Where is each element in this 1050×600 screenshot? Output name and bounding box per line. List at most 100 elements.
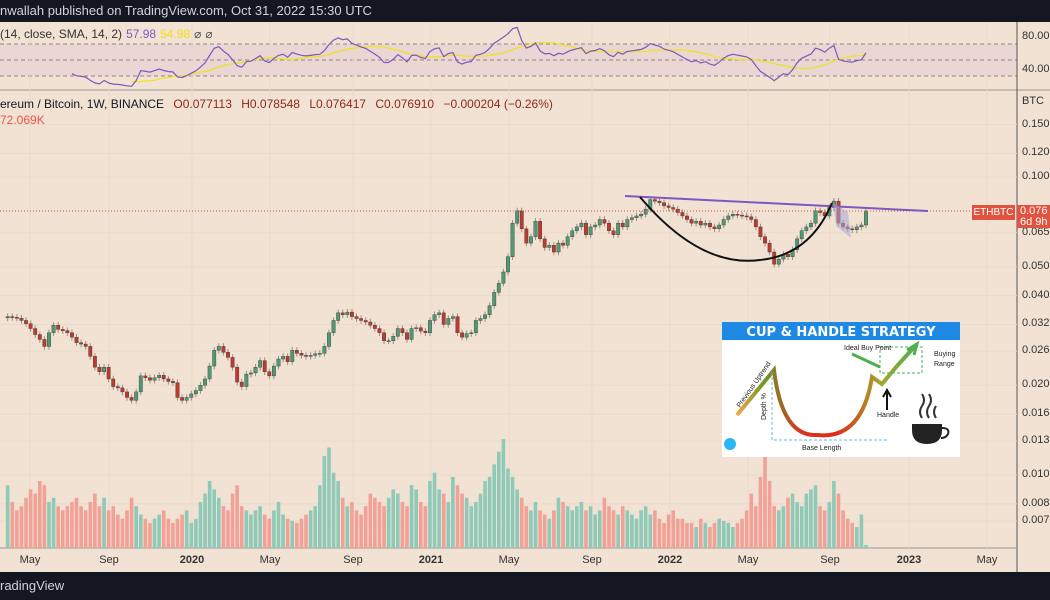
volume-bar	[744, 510, 749, 548]
volume-bar	[501, 439, 506, 548]
volume-bar	[602, 497, 607, 548]
candle	[19, 317, 24, 321]
candle	[510, 222, 515, 257]
last-price-tag: 0.076 6d 9h	[1017, 205, 1050, 228]
candle	[171, 381, 175, 383]
volume-bar	[786, 497, 790, 548]
hidden-icon[interactable]: ⌀	[205, 27, 213, 41]
candle	[763, 236, 767, 244]
candle	[345, 311, 350, 315]
volume-bar	[767, 481, 772, 548]
candle	[652, 199, 657, 202]
rsi-line	[71, 26, 867, 87]
volume-bar	[708, 527, 712, 548]
candle	[446, 318, 451, 325]
candle	[418, 327, 423, 332]
volume-bar	[74, 497, 79, 548]
volume-bar	[83, 510, 88, 548]
candle	[198, 385, 203, 391]
candle	[235, 366, 240, 383]
volume-bar	[79, 506, 83, 548]
time-tick-label: Sep	[343, 554, 363, 566]
volume-bar	[850, 522, 855, 548]
volume-bar	[822, 510, 827, 548]
candle	[519, 210, 524, 230]
symbol-tag: ETHBTC	[972, 205, 1015, 220]
label-depth: Depth %	[761, 393, 768, 420]
volume-bar	[680, 518, 685, 548]
volume-bar	[524, 506, 529, 548]
time-tick-label: May	[19, 554, 41, 566]
candle	[602, 219, 607, 224]
volume-bar	[299, 518, 304, 548]
volume-bar	[855, 527, 859, 548]
candle	[258, 360, 263, 368]
volume-bar	[340, 497, 345, 548]
volume-bar	[648, 514, 653, 548]
rsi-params: (14, close, SMA, 14, 2)	[0, 27, 123, 41]
candle	[850, 228, 855, 231]
candle	[455, 316, 460, 333]
candle	[51, 325, 56, 333]
candle	[249, 372, 253, 375]
candle	[308, 355, 313, 357]
hidden-icon[interactable]: ⌀	[194, 27, 202, 41]
rsi-legend: (14, close, SMA, 14, 2) 57.98 54.98 ⌀ ⌀	[0, 27, 213, 41]
candle	[317, 353, 322, 355]
candle	[102, 366, 106, 372]
volume-bar	[841, 510, 845, 548]
candle	[854, 226, 859, 230]
time-tick-label: Sep	[820, 554, 840, 566]
candle	[115, 386, 120, 389]
volume-bar	[65, 506, 70, 548]
volume-bar	[630, 514, 634, 548]
candle	[405, 332, 409, 340]
volume-bar	[262, 514, 267, 548]
volume-bar	[386, 497, 391, 548]
volume-bar	[207, 481, 212, 548]
candle	[478, 318, 483, 321]
volume-bar	[51, 497, 56, 548]
price-tick-label: 0.026	[1022, 344, 1050, 357]
price-tick-label: 0.008	[1022, 496, 1050, 509]
candle	[813, 210, 818, 224]
volume-bar	[317, 485, 322, 548]
candle	[588, 226, 593, 235]
candle	[340, 312, 345, 315]
candle	[129, 397, 134, 401]
candle	[680, 212, 685, 217]
volume-bar	[689, 522, 694, 548]
candle	[717, 224, 722, 230]
candle	[143, 375, 148, 378]
candle	[216, 346, 221, 351]
volume-bar	[47, 501, 51, 548]
candle	[864, 210, 868, 226]
volume-bar	[625, 510, 630, 548]
volume-bar	[492, 464, 497, 548]
chart-canvas[interactable]	[0, 22, 1050, 572]
candle	[579, 222, 584, 228]
volume-bar	[657, 518, 662, 548]
candle	[42, 339, 47, 347]
volume-bar	[239, 506, 244, 548]
candle	[767, 242, 772, 253]
candle	[331, 320, 336, 333]
time-tick-label: 2022	[657, 554, 683, 566]
candle	[460, 332, 464, 338]
volume-bar	[552, 510, 556, 548]
volume-bar	[166, 518, 171, 548]
volume-bar	[15, 510, 19, 548]
candle	[28, 323, 33, 329]
time-tick-label: 2020	[179, 554, 205, 566]
candle	[92, 356, 97, 368]
candle	[643, 208, 648, 215]
candle	[74, 336, 79, 343]
volume-bar	[322, 455, 327, 548]
volume-bar	[175, 518, 180, 548]
candle	[414, 327, 419, 329]
volume-bar	[418, 501, 423, 548]
candle	[161, 375, 166, 380]
candle	[630, 217, 634, 220]
volume-bar	[359, 514, 363, 548]
volume-bar	[666, 514, 671, 548]
